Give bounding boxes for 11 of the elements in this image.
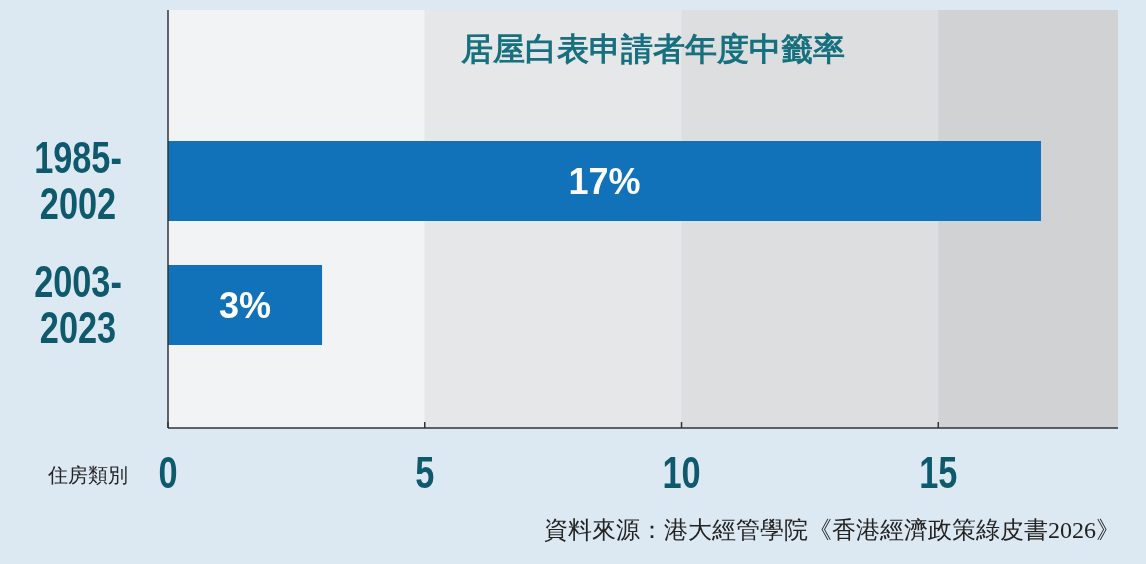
y-tick-label: 1985-2002 bbox=[34, 132, 122, 228]
x-tick-label: 5 bbox=[415, 447, 435, 497]
x-tick-label: 15 bbox=[919, 447, 958, 497]
x-tick-label: 10 bbox=[662, 447, 701, 497]
chart-title: 居屋白表申請者年度中籤率 bbox=[460, 31, 845, 67]
y-axis-title: 住房類別 bbox=[47, 464, 128, 486]
data-label: 3% bbox=[219, 285, 272, 326]
x-tick-label: 0 bbox=[158, 447, 178, 497]
y-tick-label: 2003-2023 bbox=[34, 256, 122, 352]
data-label: 17% bbox=[568, 161, 641, 202]
source-note: 資料來源：港大經管學院《香港經濟政策綠皮書2026》 bbox=[544, 517, 1120, 543]
